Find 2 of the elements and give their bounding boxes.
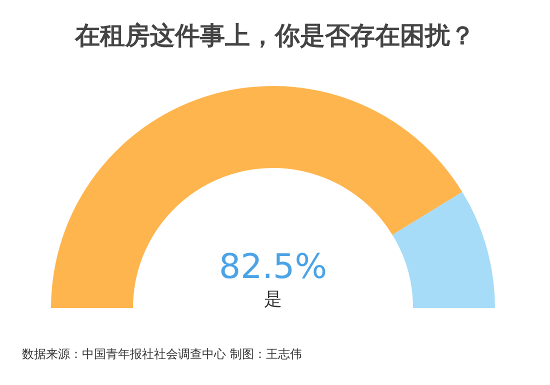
annotation: 数据来源：中国青年报社社会调查中心 制图：王志伟 xyxy=(22,347,302,361)
title: 在租房这件事上，你是否存在困扰？ xyxy=(75,21,475,50)
